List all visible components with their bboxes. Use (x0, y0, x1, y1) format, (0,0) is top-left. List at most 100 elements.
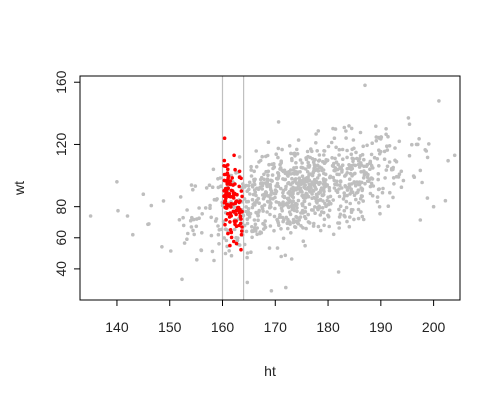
grey-point (245, 280, 250, 285)
grey-point (216, 185, 221, 190)
grey-point (361, 217, 366, 222)
grey-point (290, 176, 294, 181)
grey-point (296, 191, 300, 196)
grey-point (394, 159, 399, 164)
grey-point (287, 144, 292, 148)
grey-point (377, 164, 381, 168)
grey-point (211, 167, 216, 172)
x-tick-label: 160 (211, 319, 235, 335)
grey-point (216, 232, 221, 237)
grey-point (326, 144, 331, 149)
grey-point (274, 152, 279, 156)
grey-point (279, 159, 284, 163)
grey-point (369, 181, 374, 186)
grey-point (338, 212, 343, 217)
grey-point (286, 191, 291, 195)
grey-point (277, 174, 281, 178)
grey-point (293, 178, 297, 182)
grey-point (323, 178, 328, 182)
grey-point (227, 249, 231, 253)
grey-point (216, 224, 220, 228)
grey-point (216, 177, 220, 181)
grey-point (320, 206, 325, 210)
grey-point (286, 174, 290, 178)
red-point (230, 189, 235, 193)
grey-point (256, 196, 261, 201)
grey-point (315, 163, 320, 168)
grey-point (245, 255, 249, 260)
grey-point (249, 168, 253, 172)
grey-point (338, 204, 343, 208)
grey-point (331, 164, 336, 169)
grey-point (385, 164, 390, 169)
grey-point (384, 168, 389, 172)
grey-point (268, 199, 272, 204)
grey-point (331, 175, 336, 180)
grey-point (349, 152, 354, 157)
red-point (236, 205, 241, 210)
grey-point (295, 206, 299, 210)
grey-point (327, 188, 332, 193)
grey-point (298, 215, 303, 219)
grey-point (304, 167, 308, 171)
grey-point (125, 214, 130, 218)
grey-point (276, 155, 280, 160)
grey-point (348, 201, 353, 206)
grey-point (312, 168, 316, 173)
grey-point (250, 205, 255, 210)
grey-point (261, 209, 265, 213)
grey-point (247, 180, 252, 185)
grey-point (249, 250, 253, 254)
grey-point (347, 124, 351, 128)
grey-point (261, 196, 266, 201)
grey-point (365, 175, 370, 179)
grey-point (295, 147, 299, 152)
grey-point (208, 206, 212, 210)
grey-point (323, 201, 327, 206)
red-point (225, 212, 230, 216)
grey-point (327, 224, 332, 229)
grey-point (303, 196, 307, 200)
grey-point (252, 218, 257, 222)
grey-point (192, 232, 196, 237)
grey-point (321, 199, 325, 203)
grey-point (342, 191, 347, 195)
grey-point (141, 192, 146, 196)
grey-point (267, 246, 272, 250)
grey-point (356, 207, 361, 212)
red-point (226, 167, 230, 172)
grey-point (297, 179, 302, 184)
grey-point (370, 141, 375, 145)
red-points-series (222, 136, 244, 252)
grey-point (305, 179, 309, 184)
grey-point (280, 208, 285, 213)
red-point (230, 176, 234, 180)
grey-point (272, 214, 277, 219)
grey-point (354, 150, 358, 155)
grey-point (382, 157, 387, 161)
x-tick-label: 170 (264, 319, 288, 335)
grey-point (256, 187, 261, 192)
grey-point (265, 210, 269, 214)
grey-point (376, 172, 381, 176)
grey-point (255, 232, 259, 237)
grey-point (371, 166, 375, 170)
grey-point (200, 231, 204, 235)
grey-point (234, 235, 238, 240)
grey-point (339, 165, 344, 170)
grey-point (212, 258, 216, 263)
grey-point (305, 170, 310, 174)
grey-point (341, 197, 346, 201)
grey-point (347, 224, 352, 229)
grey-point (301, 210, 306, 214)
grey-point (385, 144, 389, 148)
grey-point (370, 193, 375, 198)
grey-point (254, 210, 258, 215)
grey-point (250, 197, 255, 202)
grey-point (281, 236, 286, 241)
grey-point (299, 211, 303, 215)
grey-point (253, 222, 258, 227)
grey-point (335, 172, 339, 177)
grey-point (246, 207, 251, 211)
grey-point (348, 215, 352, 219)
